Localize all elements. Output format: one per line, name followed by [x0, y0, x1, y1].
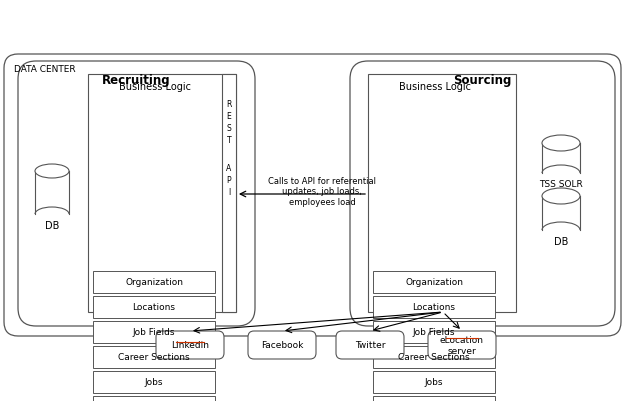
Bar	[93, 271, 215, 293]
Text: Locations: Locations	[133, 303, 175, 312]
Text: Locations: Locations	[413, 303, 456, 312]
Text: P: P	[227, 176, 232, 184]
Text: DB: DB	[554, 237, 568, 246]
Bar	[373, 396, 495, 401]
FancyBboxPatch shape	[18, 62, 255, 326]
Text: A: A	[227, 164, 232, 172]
Bar	[373, 346, 495, 368]
Bar	[88, 75, 236, 312]
FancyBboxPatch shape	[4, 55, 621, 336]
Ellipse shape	[542, 188, 580, 205]
Text: TSS SOLR: TSS SOLR	[539, 180, 583, 188]
Bar	[373, 296, 495, 318]
Text: DATA CENTER: DATA CENTER	[14, 65, 76, 74]
Text: Calls to API for referential
updates, job loads,
employees load: Calls to API for referential updates, jo…	[268, 176, 376, 206]
Text: R: R	[227, 100, 232, 109]
Bar	[373, 271, 495, 293]
Bar	[93, 296, 215, 318]
FancyBboxPatch shape	[156, 331, 224, 359]
Bar	[93, 321, 215, 343]
Text: Twitter: Twitter	[355, 341, 385, 350]
Bar	[93, 346, 215, 368]
Text: Organization: Organization	[125, 278, 183, 287]
Text: Career Sections: Career Sections	[398, 352, 470, 362]
Bar	[542, 144, 580, 174]
Bar	[542, 196, 580, 231]
Text: T: T	[227, 136, 232, 145]
Text: Business Logic: Business Logic	[399, 82, 471, 92]
Bar	[373, 321, 495, 343]
Text: Sourcing: Sourcing	[453, 74, 511, 87]
Text: DB: DB	[45, 221, 59, 231]
Text: E: E	[227, 112, 232, 121]
Text: S: S	[227, 124, 232, 133]
Bar	[93, 396, 215, 401]
Bar	[373, 371, 495, 393]
FancyBboxPatch shape	[336, 331, 404, 359]
FancyBboxPatch shape	[350, 62, 615, 326]
Bar	[222, 75, 236, 312]
Text: I: I	[228, 188, 230, 196]
Text: Organization: Organization	[405, 278, 463, 287]
Text: Job Fields: Job Fields	[413, 328, 455, 337]
Text: Jobs: Jobs	[425, 378, 443, 387]
Bar	[35, 172, 69, 215]
Ellipse shape	[542, 136, 580, 152]
Text: Recruiting: Recruiting	[102, 74, 171, 87]
Text: Job Fields: Job Fields	[133, 328, 175, 337]
Text: Linkedin: Linkedin	[171, 341, 209, 350]
Text: Business Logic: Business Logic	[119, 82, 191, 92]
Text: eLocation
server: eLocation server	[440, 336, 484, 355]
Bar	[93, 371, 215, 393]
Bar	[368, 75, 516, 312]
Text: Career Sections: Career Sections	[118, 352, 190, 362]
Ellipse shape	[35, 164, 69, 178]
Text: Jobs: Jobs	[145, 378, 163, 387]
Text: Facebook: Facebook	[261, 341, 303, 350]
FancyBboxPatch shape	[248, 331, 316, 359]
FancyBboxPatch shape	[428, 331, 496, 359]
